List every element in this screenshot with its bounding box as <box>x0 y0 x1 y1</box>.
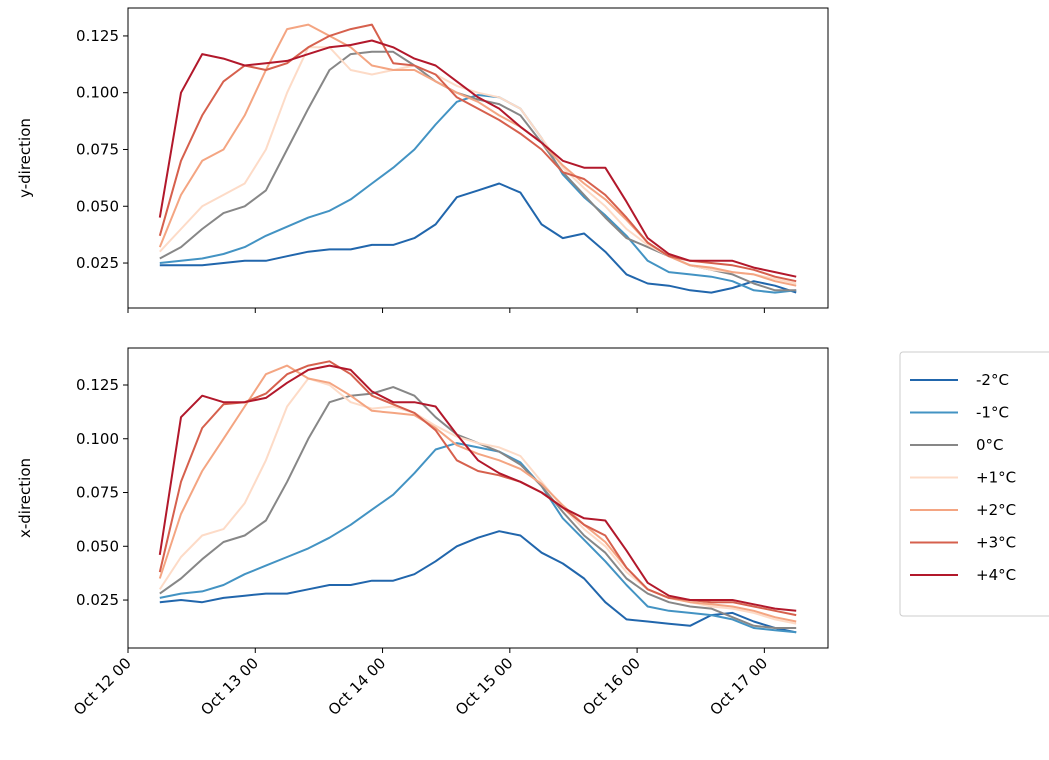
legend-label: +4°C <box>976 566 1016 584</box>
series-line <box>159 442 797 634</box>
legend-box <box>899 351 1049 617</box>
y-tick-label: 0.025 <box>76 591 119 609</box>
x-tick-label: Oct 12 00 <box>70 654 135 719</box>
legend-label: +3°C <box>976 534 1016 552</box>
series-line <box>159 46 797 285</box>
y-tick-label: 0.050 <box>76 537 119 555</box>
plot-frame <box>127 347 829 649</box>
plot-lines <box>158 360 797 634</box>
series-line <box>158 23 797 283</box>
x-tick-label: Oct 13 00 <box>197 654 262 719</box>
y-tick-label: 0.075 <box>76 140 119 158</box>
plot-frame <box>127 7 829 309</box>
y-tick-label: 0.100 <box>76 430 119 448</box>
x-tick-label: Oct 14 00 <box>325 654 390 719</box>
legend-label: -1°C <box>976 404 1009 422</box>
legend-label: +1°C <box>976 469 1016 487</box>
series-line <box>159 94 797 294</box>
series-line <box>159 386 797 629</box>
series-line <box>158 364 797 623</box>
x-tick-label: Oct 15 00 <box>452 654 517 719</box>
series-line <box>159 530 797 634</box>
y-axis-label: x-direction <box>16 458 34 538</box>
series-line <box>158 364 797 612</box>
series-line <box>159 182 797 294</box>
y-tick-label: 0.125 <box>76 376 119 394</box>
plot-lines <box>158 23 797 294</box>
legend-label: -2°C <box>976 371 1009 389</box>
series-line <box>158 39 797 278</box>
y-tick-label: 0.075 <box>76 484 119 502</box>
x-tick-label: Oct 16 00 <box>579 654 644 719</box>
y-tick-label: 0.125 <box>76 27 119 45</box>
legend-label: +2°C <box>976 501 1016 519</box>
y-tick-label: 0.025 <box>76 254 119 272</box>
series-line <box>158 377 797 625</box>
y-tick-label: 0.050 <box>76 197 119 215</box>
series-line <box>159 50 797 292</box>
y-axis-label: y-direction <box>16 118 34 198</box>
x-tick-label: Oct 17 00 <box>706 654 771 719</box>
legend-label: 0°C <box>976 436 1004 454</box>
y-tick-label: 0.100 <box>76 84 119 102</box>
